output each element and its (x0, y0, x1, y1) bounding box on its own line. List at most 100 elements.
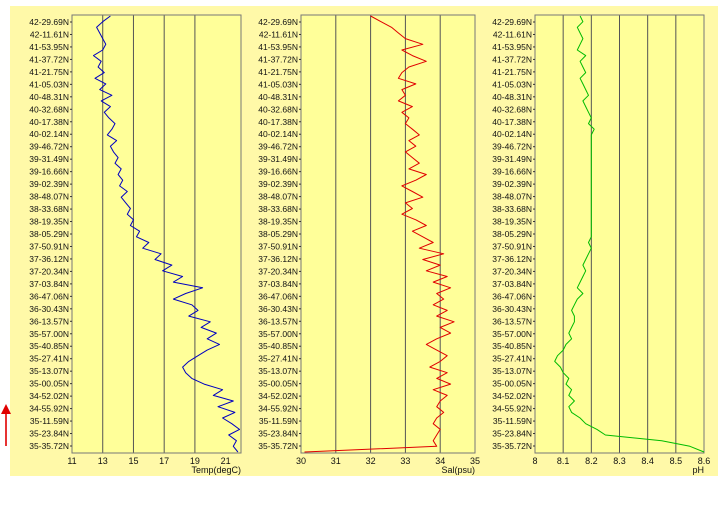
x-tick-label-ph: 8.4 (641, 456, 654, 466)
y-tick-label-temp: 34-55.92N (29, 404, 69, 414)
x-tick-label-temp: 13 (98, 456, 108, 466)
y-tick-label-sal: 38-48.07N (258, 192, 298, 202)
y-tick-label-ph: 35-11.59N (493, 416, 532, 426)
y-tick-label-ph: 38-05.29N (492, 229, 532, 239)
y-tick-label-ph: 40-48.31N (492, 92, 532, 102)
y-tick-label-ph: 37-03.84N (492, 279, 532, 289)
y-tick-label-ph: 38-48.07N (492, 192, 532, 202)
y-tick-label-ph: 38-33.68N (492, 204, 532, 214)
y-tick-label-temp: 35-57.00N (29, 329, 69, 339)
y-tick-label-ph: 37-50.91N (492, 241, 532, 251)
y-tick-label-ph: 36-13.57N (492, 316, 532, 326)
y-tick-label-sal: 38-33.68N (258, 204, 298, 214)
y-tick-label-sal: 35-23.84N (258, 429, 298, 439)
y-tick-label-temp: 34-52.02N (29, 391, 69, 401)
series-line-ph (554, 15, 705, 453)
y-tick-label-ph: 41-05.03N (492, 79, 532, 89)
x-tick-label-temp: 19 (190, 456, 200, 466)
y-tick-label-temp: 38-33.68N (29, 204, 69, 214)
x-axis-label-ph: pH (692, 465, 704, 475)
y-tick-label-temp: 35-27.41N (29, 354, 69, 364)
y-tick-label-sal: 39-16.66N (258, 167, 298, 177)
y-tick-label-temp: 36-47.06N (29, 291, 69, 301)
x-tick-label-sal: 33 (400, 456, 410, 466)
y-tick-label-temp: 42-29.69N (29, 17, 69, 27)
y-tick-label-temp: 40-02.14N (29, 129, 69, 139)
y-tick-label-temp: 39-31.49N (29, 154, 69, 164)
y-tick-label-sal: 34-55.92N (258, 404, 298, 414)
y-tick-label-ph: 35-27.41N (492, 354, 532, 364)
y-tick-label-sal: 39-02.39N (258, 179, 298, 189)
x-tick-label-temp: 17 (159, 456, 169, 466)
y-tick-label-sal: 41-37.72N (258, 54, 298, 64)
y-tick-label-temp: 39-16.66N (29, 167, 69, 177)
y-tick-label-sal: 41-21.75N (258, 67, 298, 77)
y-tick-label-ph: 41-53.95N (492, 42, 532, 52)
y-tick-label-ph: 36-30.43N (492, 304, 532, 314)
series-line-temp (93, 15, 240, 453)
y-tick-label-sal: 39-31.49N (258, 154, 298, 164)
x-tick-label-sal: 32 (366, 456, 376, 466)
y-tick-label-ph: 40-17.38N (492, 117, 532, 127)
y-tick-label-temp: 40-17.38N (29, 117, 69, 127)
y-tick-label-ph: 39-02.39N (492, 179, 532, 189)
y-tick-label-sal: 35-13.07N (258, 366, 298, 376)
y-tick-label-ph: 34-52.02N (492, 391, 532, 401)
y-tick-label-ph: 37-20.34N (492, 266, 532, 276)
y-tick-label-ph: 40-02.14N (492, 129, 532, 139)
y-tick-label-ph: 35-40.85N (492, 341, 532, 351)
y-tick-label-sal: 37-03.84N (258, 279, 298, 289)
y-tick-label-temp: 41-37.72N (29, 54, 69, 64)
y-tick-label-temp: 37-20.34N (29, 266, 69, 276)
x-tick-label-sal: 31 (331, 456, 341, 466)
x-axis-label-sal: Sal(psu) (441, 465, 475, 475)
y-tick-label-temp: 38-19.35N (29, 217, 69, 227)
y-tick-label-temp: 35-23.84N (29, 429, 69, 439)
y-tick-label-sal: 41-53.95N (258, 42, 298, 52)
y-tick-label-temp: 40-48.31N (29, 92, 69, 102)
y-tick-label-temp: 40-32.68N (29, 104, 69, 114)
y-tick-label-sal: 40-17.38N (258, 117, 298, 127)
up-arrow-icon (1, 404, 11, 446)
y-tick-label-ph: 35-35.72N (492, 441, 532, 451)
y-tick-label-ph: 39-31.49N (492, 154, 532, 164)
y-tick-label-sal: 41-05.03N (258, 79, 298, 89)
y-tick-label-sal: 42-29.69N (258, 17, 298, 27)
y-tick-label-temp: 37-03.84N (29, 279, 69, 289)
y-tick-label-ph: 40-32.68N (492, 104, 532, 114)
x-tick-label-ph: 8 (532, 456, 537, 466)
y-tick-label-sal: 40-48.31N (258, 92, 298, 102)
y-tick-label-temp: 36-30.43N (29, 304, 69, 314)
x-tick-label-ph: 8.3 (613, 456, 626, 466)
x-tick-label-ph: 8.2 (585, 456, 598, 466)
y-tick-label-temp: 36-13.57N (29, 316, 69, 326)
y-tick-label-sal: 37-36.12N (258, 254, 298, 264)
x-tick-label-temp: 11 (67, 456, 76, 466)
y-tick-label-ph: 36-47.06N (492, 291, 532, 301)
y-tick-label-sal: 34-52.02N (258, 391, 298, 401)
y-tick-label-sal: 38-19.35N (258, 217, 298, 227)
y-tick-label-temp: 38-48.07N (29, 192, 69, 202)
y-tick-label-ph: 38-19.35N (492, 217, 532, 227)
y-tick-label-sal: 37-50.91N (258, 241, 298, 251)
x-axis-label-temp: Temp(degC) (191, 465, 241, 475)
y-tick-label-temp: 38-05.29N (29, 229, 69, 239)
y-tick-label-sal: 40-32.68N (258, 104, 298, 114)
y-tick-label-ph: 34-55.92N (492, 404, 532, 414)
x-tick-label-ph: 8.5 (670, 456, 683, 466)
y-tick-label-temp: 35-13.07N (29, 366, 69, 376)
y-tick-label-sal: 36-47.06N (258, 291, 298, 301)
arrow-head (1, 404, 11, 414)
x-tick-label-ph: 8.1 (557, 456, 570, 466)
y-tick-label-sal: 35-27.41N (258, 354, 298, 364)
y-tick-label-ph: 41-21.75N (492, 67, 532, 77)
y-tick-label-sal: 35-00.05N (258, 379, 298, 389)
y-tick-label-ph: 41-37.72N (492, 54, 532, 64)
plot-area-sal (301, 15, 475, 453)
y-tick-label-temp: 35-11.59N (30, 416, 69, 426)
y-tick-label-temp: 41-53.95N (29, 42, 69, 52)
y-tick-label-temp: 39-46.72N (29, 142, 69, 152)
y-tick-label-temp: 37-36.12N (29, 254, 69, 264)
y-tick-label-sal: 42-11.61N (259, 29, 298, 39)
